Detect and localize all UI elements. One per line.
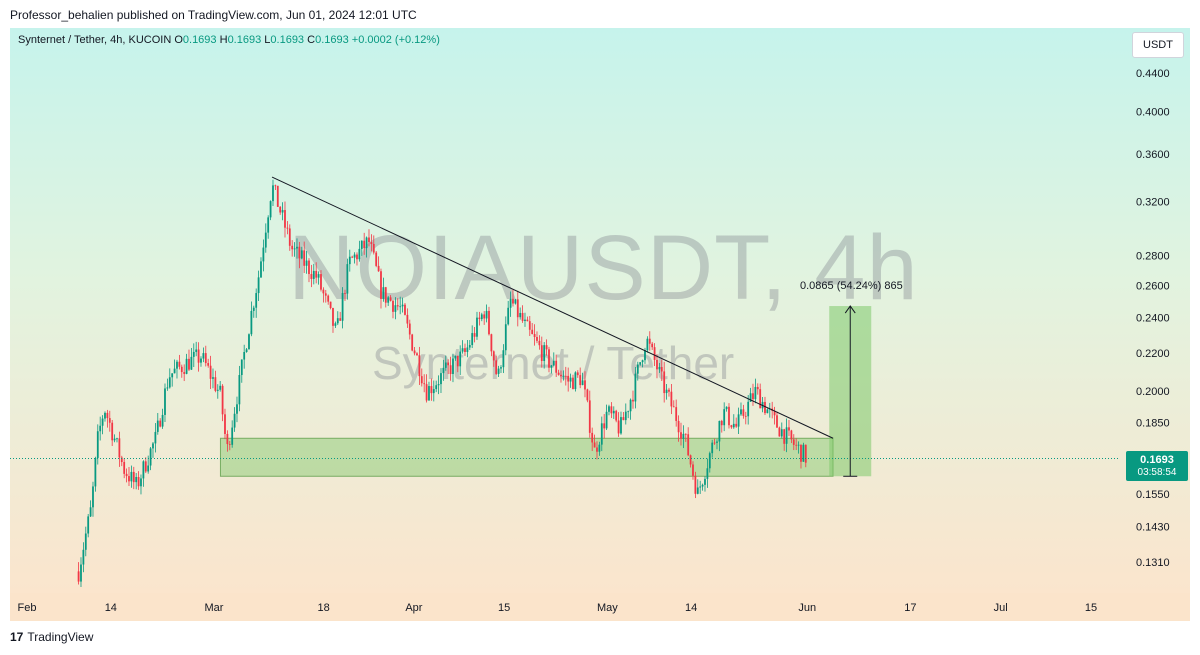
legend-symbol: Synternet / Tether, 4h, KUCOIN <box>18 34 172 46</box>
legend-open: 0.1693 <box>182 34 217 46</box>
last-price-value: 0.1693 <box>1140 454 1174 466</box>
publisher-header: Professor_behalien published on TradingV… <box>0 0 1200 28</box>
tradingview-logo-icon: 17 <box>10 630 24 644</box>
time-scale[interactable] <box>10 593 1190 621</box>
legend-change: +0.0002 (+0.12%) <box>351 34 440 46</box>
legend-low: 0.1693 <box>270 34 305 46</box>
legend-open-label: O <box>174 34 183 46</box>
currency-button[interactable]: USDT <box>1132 32 1184 58</box>
bar-countdown: 03:58:54 <box>1137 467 1177 478</box>
price-scale[interactable] <box>1120 28 1190 593</box>
watermark-ticker: NOIAUSDT, 4h <box>288 217 919 319</box>
legend-close-label: C <box>307 34 316 46</box>
tradingview-brand: TradingView <box>27 630 94 644</box>
legend-high: 0.1693 <box>227 34 262 46</box>
chart-pane[interactable]: NOIAUSDT, 4h Synternet / Tether Synterne… <box>10 28 1120 593</box>
legend-close: 0.1693 <box>315 34 349 46</box>
footer <box>0 621 1200 655</box>
watermark-name: Synternet / Tether <box>372 337 735 389</box>
legend-high-label: H <box>219 34 228 46</box>
tradingview-logo[interactable]: 17 TradingView <box>10 630 93 644</box>
symbol-legend: Synternet / Tether, 4h, KUCOIN O0.1693 H… <box>18 34 440 46</box>
publisher-text: Professor_behalien published on TradingV… <box>10 8 417 22</box>
legend-low-label: L <box>264 34 271 46</box>
last-price-tag: 0.1693 03:58:54 <box>1126 451 1188 481</box>
